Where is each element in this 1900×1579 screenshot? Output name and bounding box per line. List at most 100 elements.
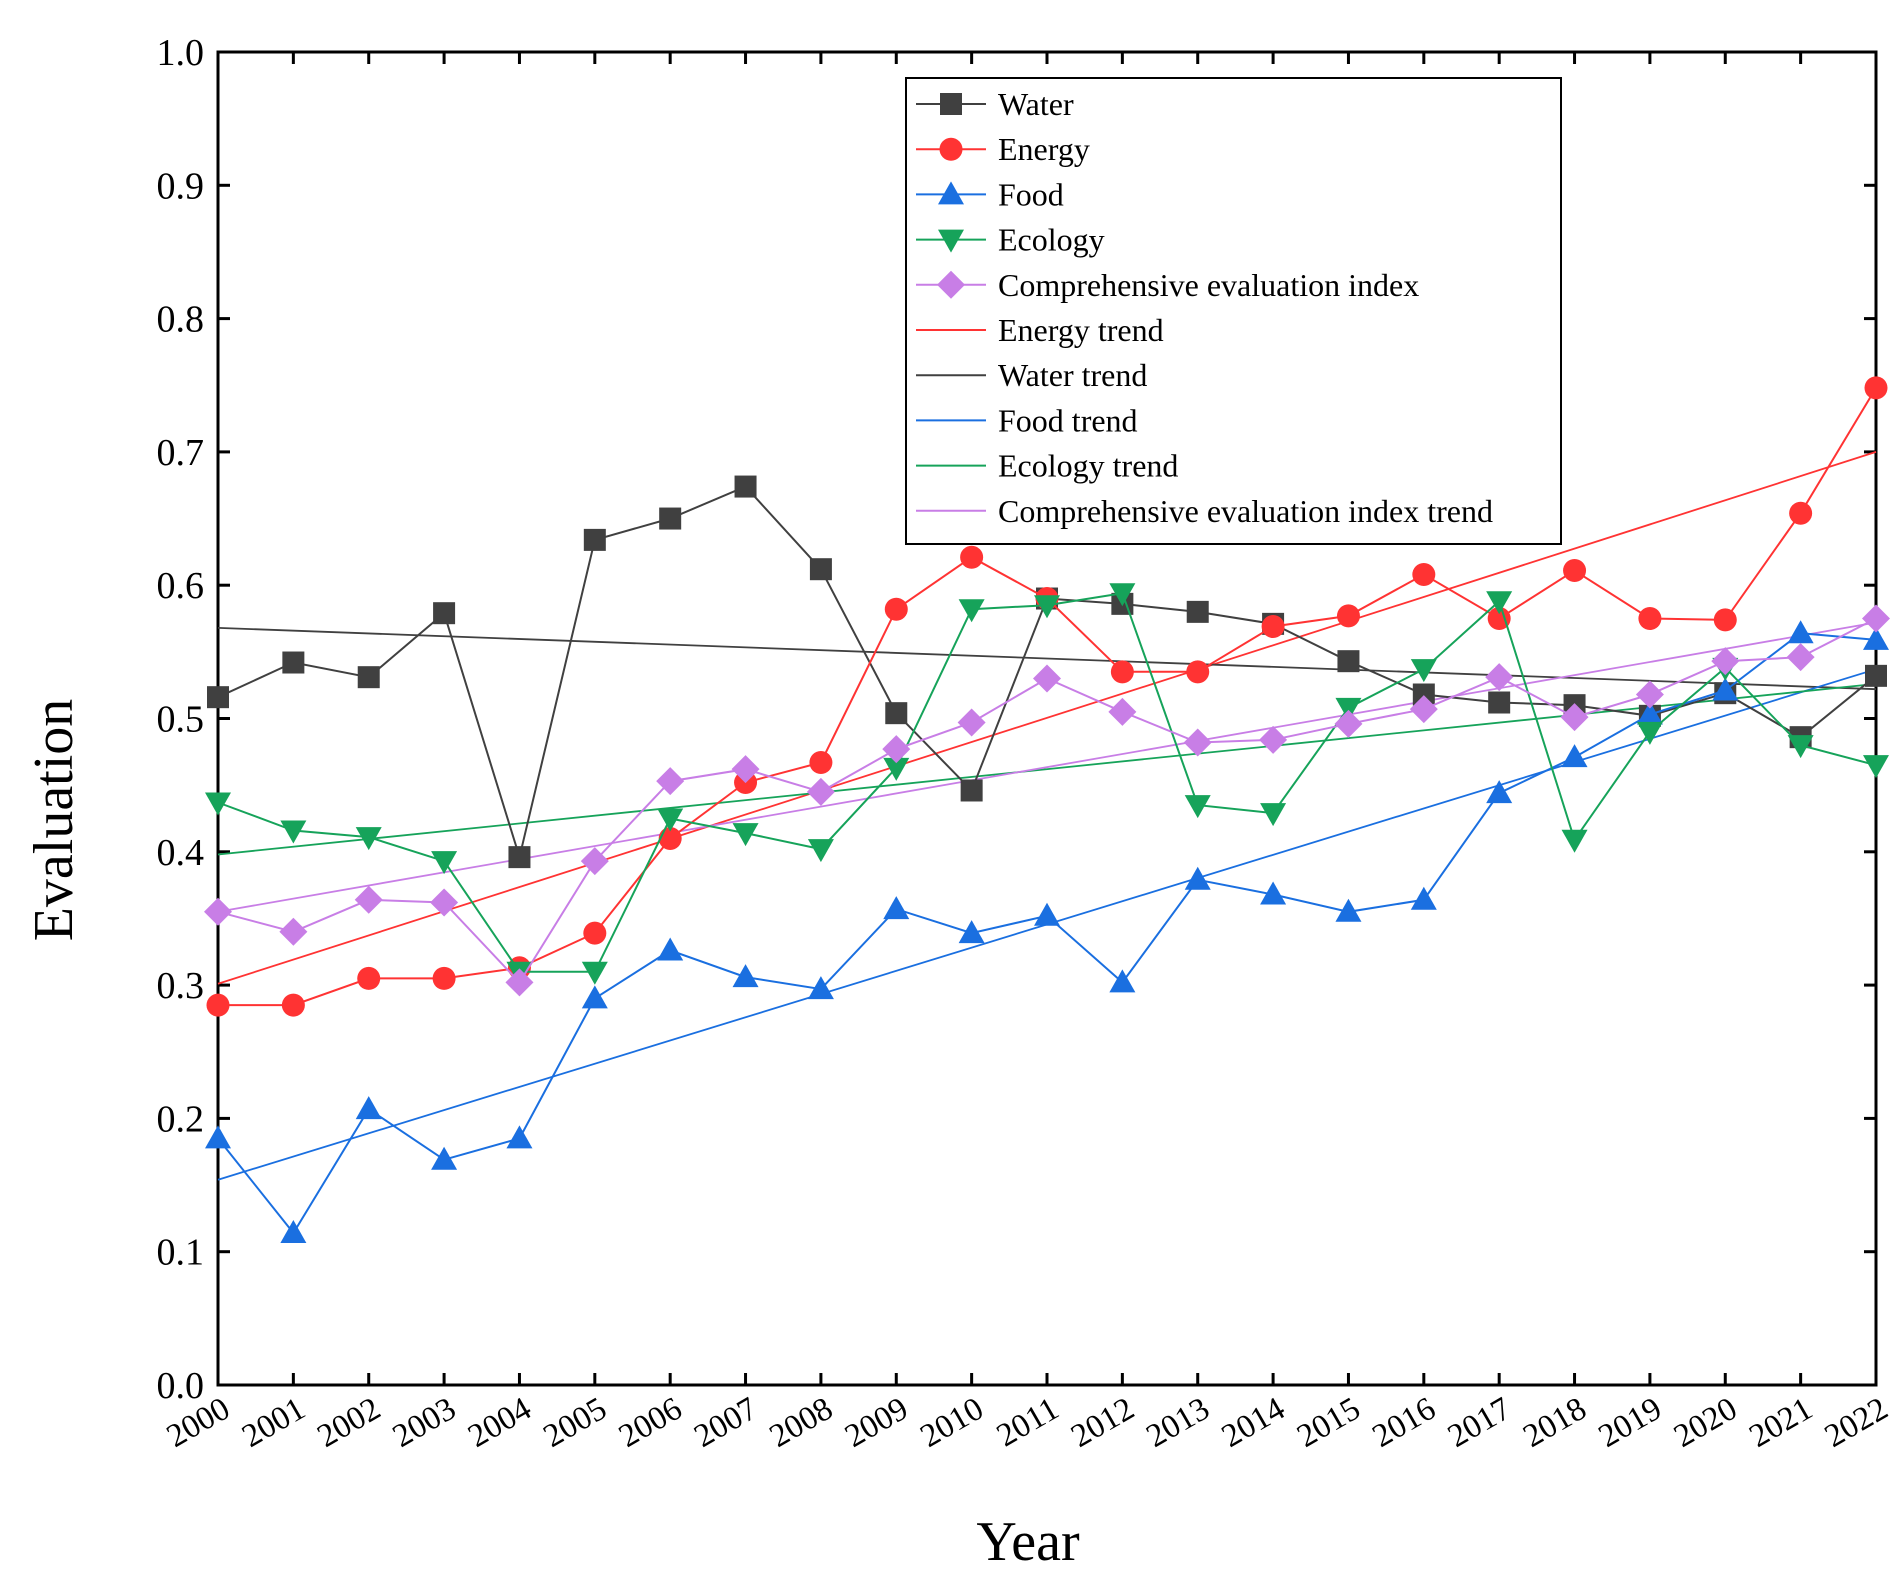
data-point — [1638, 607, 1662, 631]
data-point — [431, 1146, 458, 1170]
data-point — [882, 735, 911, 764]
data-point — [1186, 660, 1210, 684]
data-point — [1336, 604, 1360, 628]
legend-label: Comprehensive evaluation index trend — [998, 493, 1493, 529]
x-tick-label: 2017 — [1442, 1391, 1517, 1455]
trend-lines — [217, 451, 1877, 1181]
legend-marker — [938, 181, 964, 205]
data-point — [958, 920, 985, 944]
legend-label: Food — [998, 176, 1064, 212]
data-point — [1108, 697, 1137, 726]
y-tick-label: 0.3 — [157, 965, 205, 1007]
data-point — [806, 777, 835, 806]
series-line — [217, 632, 1877, 1235]
x-tick-label: 2018 — [1517, 1391, 1592, 1455]
y-tick-label: 1.0 — [157, 32, 205, 74]
data-point — [508, 846, 531, 869]
data-point — [1563, 559, 1587, 583]
trend-line — [217, 626, 1877, 691]
series-ecology — [205, 583, 1889, 985]
data-point — [206, 993, 230, 1017]
data-point — [1410, 659, 1437, 683]
data-point — [1488, 691, 1511, 714]
legend-marker — [938, 229, 964, 253]
data-point — [1109, 969, 1136, 993]
data-point — [1485, 663, 1514, 692]
x-tick-label: 2009 — [839, 1391, 914, 1455]
data-point — [430, 888, 459, 917]
y-tick-label: 0.5 — [157, 699, 205, 741]
data-point — [1712, 677, 1739, 701]
data-point — [280, 820, 307, 844]
legend-label: Food trend — [998, 402, 1138, 438]
y-tick-label: 0.0 — [157, 1365, 205, 1407]
data-point — [1109, 583, 1136, 607]
data-point — [1862, 604, 1890, 633]
data-point — [1865, 664, 1887, 687]
x-tick-label: 2006 — [613, 1391, 688, 1455]
series-food — [205, 620, 1889, 1244]
data-point — [204, 897, 232, 926]
data-point — [732, 823, 759, 847]
data-point — [1486, 591, 1513, 615]
y-axis-title: Evaluation — [23, 699, 85, 942]
data-point — [1259, 725, 1288, 754]
data-point — [1110, 660, 1134, 684]
data-point — [809, 750, 833, 774]
data-point — [1863, 755, 1889, 779]
data-point — [357, 666, 380, 689]
data-point — [583, 528, 606, 551]
data-point — [583, 921, 607, 945]
legend-marker — [939, 137, 963, 161]
data-point — [581, 961, 608, 985]
data-point — [432, 966, 456, 990]
data-point — [734, 475, 757, 498]
data-point — [1561, 744, 1588, 768]
data-point — [1186, 600, 1209, 623]
data-point — [1410, 886, 1437, 910]
x-tick-label: 2015 — [1291, 1391, 1366, 1455]
legend-label: Energy — [998, 131, 1090, 167]
x-tick-label: 2008 — [764, 1391, 839, 1455]
x-tick-label: 2022 — [1819, 1391, 1894, 1455]
data-point — [1786, 643, 1815, 672]
x-tick-label: 2019 — [1593, 1391, 1668, 1455]
trend-line — [217, 682, 1877, 856]
trend-line — [217, 451, 1877, 985]
x-tick-label: 2012 — [1065, 1391, 1140, 1455]
data-point — [657, 937, 684, 961]
data-point — [1787, 620, 1814, 644]
y-tick-label: 0.1 — [157, 1232, 205, 1274]
data-point — [1789, 501, 1813, 525]
data-point — [1487, 607, 1511, 631]
data-point — [885, 702, 908, 725]
data-point — [656, 767, 685, 796]
data-point — [431, 851, 458, 875]
data-point — [883, 896, 910, 920]
data-point — [807, 976, 834, 1000]
trend-line — [217, 621, 1877, 913]
data-point — [731, 755, 760, 784]
data-point — [1261, 615, 1285, 639]
data-point — [580, 847, 609, 876]
data-point — [1337, 650, 1360, 673]
legend-label: Comprehensive evaluation index — [998, 267, 1419, 303]
x-axis-title: Year — [976, 1511, 1080, 1573]
legend-marker — [937, 270, 965, 299]
data-point — [883, 757, 910, 781]
x-tick-label: 2010 — [914, 1391, 989, 1455]
legend-label: Ecology — [998, 222, 1105, 258]
data-point — [1184, 795, 1211, 819]
x-tick-label: 2016 — [1367, 1391, 1442, 1455]
data-point — [1260, 803, 1287, 827]
x-tick-label: 2001 — [236, 1391, 311, 1455]
data-point — [281, 993, 305, 1017]
x-tick-label: 2021 — [1743, 1391, 1818, 1455]
data-point — [809, 558, 832, 581]
data-point — [205, 1125, 231, 1149]
data-point — [1412, 683, 1435, 706]
data-point — [958, 599, 985, 623]
data-point — [355, 827, 382, 851]
data-point — [1409, 695, 1438, 724]
data-point — [1335, 898, 1362, 922]
